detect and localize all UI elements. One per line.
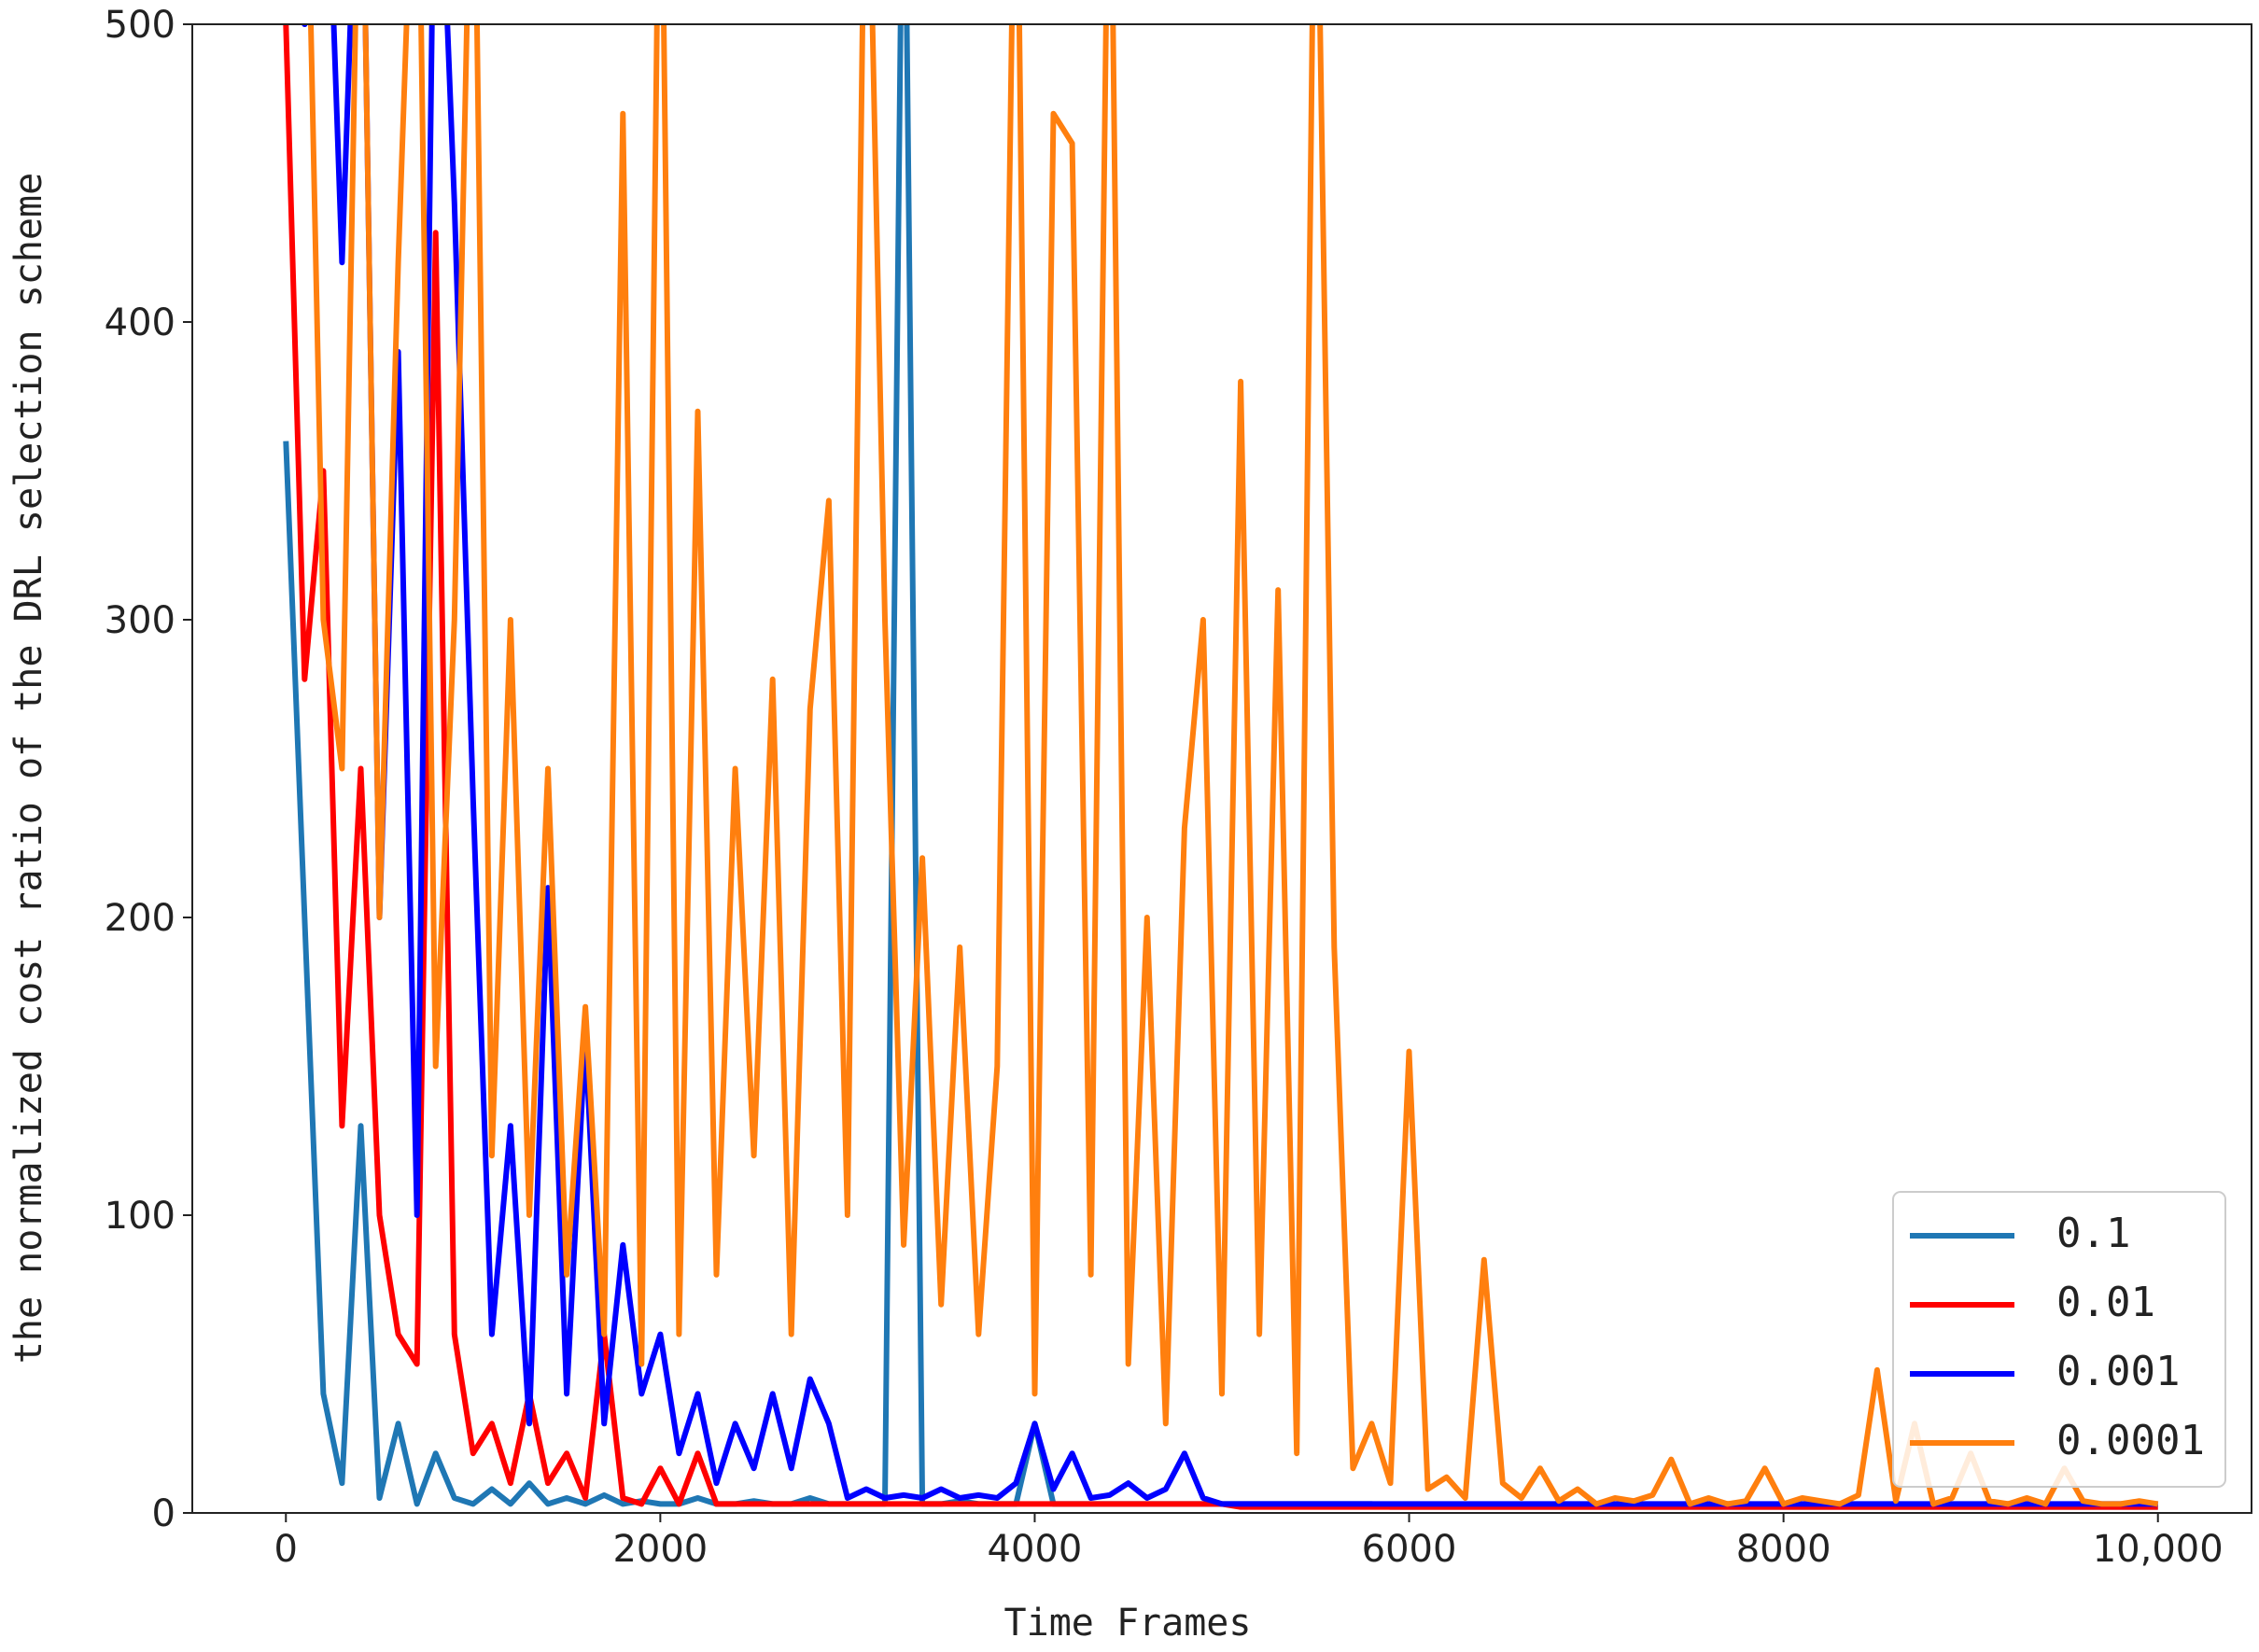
x-axis-label: Time Frames xyxy=(1004,1602,1252,1645)
x-tick-label: 6000 xyxy=(1362,1528,1457,1571)
plot-frame xyxy=(191,23,2252,1514)
x-tick-label: 4000 xyxy=(988,1528,1083,1571)
legend-label: 0.01 xyxy=(2056,1279,2155,1326)
y-tick-label: 300 xyxy=(105,599,175,642)
plot-area xyxy=(283,24,2159,1510)
y-tick-label: 100 xyxy=(105,1195,175,1238)
legend-label: 0.001 xyxy=(2056,1348,2180,1395)
x-tick-label: 2000 xyxy=(612,1528,708,1571)
y-tick-label: 200 xyxy=(105,897,175,940)
x-tick-label: 0 xyxy=(274,1528,298,1571)
legend-label: 0.0001 xyxy=(2056,1417,2205,1464)
x-tick-label: 8000 xyxy=(1736,1528,1831,1571)
y-tick-label: 400 xyxy=(105,301,175,344)
y-axis-label: the normalized cost ratio of the DRL sel… xyxy=(7,173,50,1364)
y-tick-label: 500 xyxy=(105,4,175,47)
x-tick-label: 10,000 xyxy=(2093,1528,2224,1571)
series-line xyxy=(307,24,2159,1507)
legend-box xyxy=(1892,1191,2226,1488)
y-tick-label: 0 xyxy=(152,1492,175,1535)
legend-label: 0.1 xyxy=(2056,1210,2130,1257)
